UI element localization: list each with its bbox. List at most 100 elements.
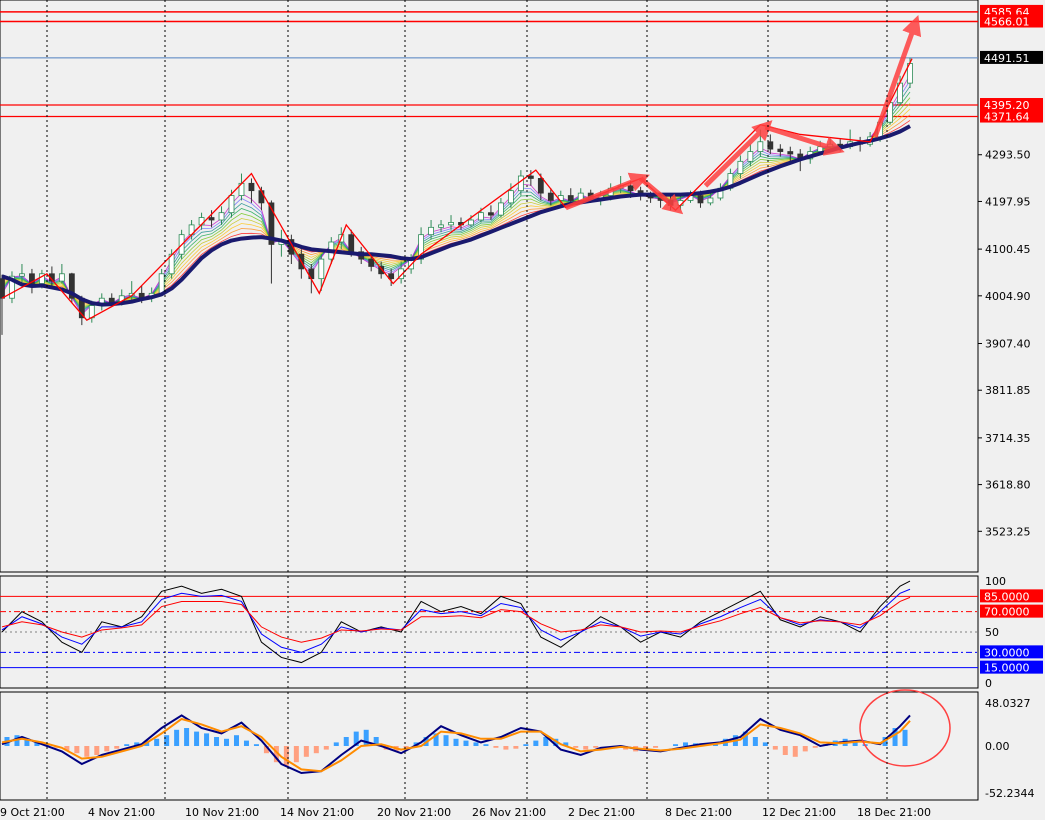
macd-histogram-bar — [243, 740, 249, 746]
macd-histogram-bar — [64, 746, 70, 751]
candle-body — [248, 182, 255, 192]
macd-histogram-bar — [782, 746, 788, 755]
candle-body — [318, 258, 325, 280]
candle-body — [767, 141, 774, 150]
candle-body — [507, 190, 514, 204]
macd-histogram-bar — [124, 744, 130, 746]
macd-histogram-bar — [303, 746, 309, 757]
candle-body — [158, 273, 165, 294]
price-tick-label: 3714.35 — [985, 432, 1031, 445]
macd-histogram-bar — [333, 742, 339, 746]
current-price-tag — [980, 50, 1043, 64]
time-tick-label: 2 Dec 21:00 — [568, 806, 635, 819]
candle-body — [498, 202, 504, 216]
candle-body — [697, 195, 704, 204]
macd-histogram-bar — [852, 741, 858, 746]
macd-histogram-bar — [84, 746, 90, 757]
macd-histogram-bar — [563, 742, 569, 746]
candle-body — [258, 190, 265, 204]
macd-histogram-bar — [363, 729, 369, 746]
candle-body — [268, 202, 275, 245]
osc-level-tag — [980, 660, 1043, 674]
macd-histogram-bar — [313, 746, 319, 754]
macd-histogram-bar — [263, 746, 269, 754]
osc-tick-label: 0 — [985, 677, 992, 690]
price-level-tag — [980, 109, 1043, 123]
osc-line — [1, 588, 911, 653]
macd-histogram-bar — [403, 746, 409, 748]
macd-histogram-bar — [134, 742, 140, 746]
osc-level-tag — [980, 645, 1043, 659]
current-price-label: 4491.51 — [984, 52, 1030, 65]
osc-level-tag — [980, 589, 1043, 603]
candle-body — [567, 195, 574, 201]
macd-histogram-bar — [742, 731, 748, 746]
osc-tick-label: 100 — [985, 575, 1006, 588]
macd-histogram-bar — [24, 738, 30, 746]
price-level-label: 4371.64 — [984, 111, 1030, 124]
time-tick-label: 4 Nov 21:00 — [88, 806, 155, 819]
price-tick-label: 4004.90 — [985, 290, 1031, 303]
price-pane: 4293.50 4197.95 4100.45 4004.90 3907.40 3811.… — [0, 0, 1043, 573]
time-tick-label: 12 Dec 21:00 — [762, 806, 836, 819]
osc-line — [1, 596, 911, 643]
candle-body — [288, 239, 295, 255]
time-tick-label: 20 Nov 21:00 — [377, 806, 451, 819]
macd-histogram-bar — [443, 735, 449, 746]
macd-histogram-bar — [523, 744, 529, 746]
price-level-tag — [980, 14, 1043, 28]
price-pane-frame — [0, 0, 979, 573]
time-tick-label: 9 Oct 21:00 — [0, 806, 65, 819]
price-tick-label: 4100.45 — [985, 243, 1031, 256]
candle-body — [29, 273, 35, 284]
macd-histogram-bar — [194, 731, 200, 746]
osc-level-label: 85.0000 — [984, 590, 1030, 603]
macd-histogram-bar — [273, 746, 279, 763]
price-tick-label: 3618.80 — [985, 479, 1031, 492]
macd-line — [1, 717, 911, 773]
candle-body — [378, 266, 385, 275]
macd-histogram-bar — [762, 742, 768, 746]
macd-histogram-bar — [174, 729, 180, 746]
candle-body — [19, 273, 25, 277]
trend-arrow — [764, 124, 845, 156]
macd-histogram-bar — [433, 733, 439, 746]
macd-histogram-bar — [493, 746, 499, 748]
candle-body — [208, 217, 215, 221]
candle-body — [787, 151, 794, 155]
macd-histogram-bar — [114, 746, 120, 749]
macd-histogram-bar — [453, 738, 459, 746]
trend-arrow — [564, 172, 650, 211]
candle-body — [547, 192, 554, 201]
macd-histogram-bar — [204, 733, 210, 746]
macd-histogram-bar — [104, 746, 110, 752]
macd-histogram-bar — [503, 746, 509, 750]
macd-histogram-bar — [283, 746, 289, 766]
price-level-tag — [980, 98, 1043, 112]
macd-histogram-bar — [353, 731, 359, 746]
trend-arrow — [639, 176, 684, 215]
macd-histogram-bar — [902, 729, 908, 746]
trend-arrow — [872, 15, 922, 138]
macd-histogram-bar — [373, 737, 379, 746]
macd-histogram-bar — [483, 744, 489, 746]
macd-histogram-bar — [343, 737, 349, 746]
macd-histogram-bar — [683, 742, 689, 746]
osc-level-label: 70.0000 — [984, 606, 1030, 619]
macd-histogram-bar — [74, 746, 80, 754]
macd-histogram-bar — [253, 744, 259, 746]
candle-body — [438, 224, 444, 228]
macd-line — [1, 714, 911, 775]
highlight-circle — [859, 689, 951, 767]
macd-histogram-bar — [643, 746, 649, 750]
macd-histogram-bar — [812, 746, 818, 748]
macd-tick-label: -52.2344 — [985, 787, 1034, 800]
time-tick-label: 10 Nov 21:00 — [185, 806, 259, 819]
candle-body — [228, 195, 235, 214]
price-level-label: 4566.01 — [984, 16, 1030, 29]
time-tick-label: 8 Dec 21:00 — [665, 806, 732, 819]
candle-body — [757, 141, 764, 152]
candle-body — [478, 212, 484, 221]
candle-body — [517, 175, 524, 192]
candle-body — [428, 226, 434, 236]
